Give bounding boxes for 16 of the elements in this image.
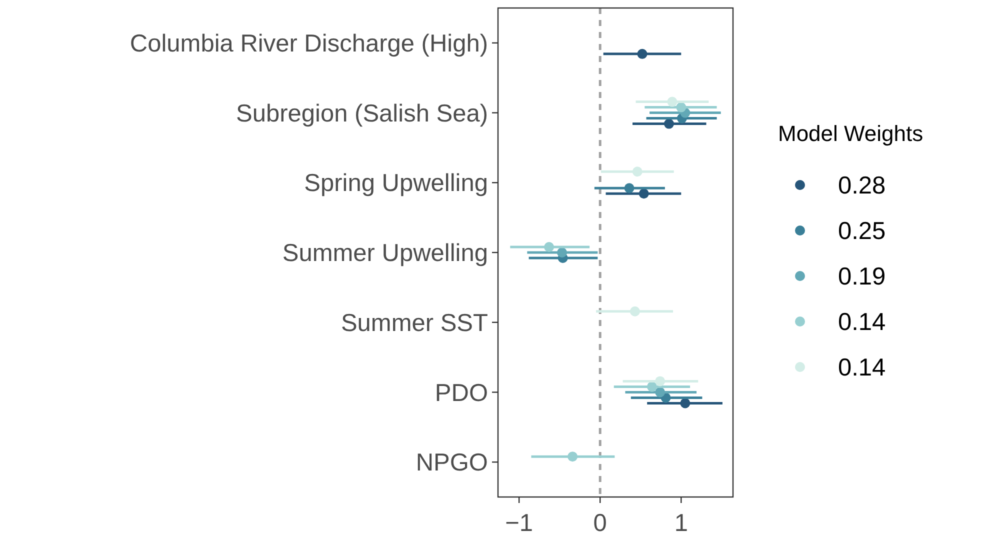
- legend-label: 0.14: [838, 354, 886, 382]
- legend-label: 0.28: [838, 172, 886, 200]
- y-tick-label: PDO: [434, 380, 488, 407]
- y-tick-label: Summer Upwelling: [282, 240, 488, 268]
- x-tick-label: −1: [505, 510, 534, 537]
- y-tick-label: Subregion (Salish Sea): [236, 100, 488, 128]
- y-tick-label: Summer SST: [340, 310, 488, 337]
- legend-label: 0.25: [838, 218, 886, 246]
- legend-label: 0.14: [838, 309, 886, 336]
- legend-title: Model Weights: [778, 121, 924, 146]
- legend-label: 0.19: [838, 264, 886, 291]
- x-tick-label: 1: [674, 510, 688, 537]
- y-tick-label: Spring Upwelling: [304, 170, 488, 198]
- y-tick-label: Columbia River Discharge (High): [130, 30, 488, 58]
- y-tick-label: NPGO: [416, 450, 488, 477]
- x-tick-label: 0: [593, 510, 607, 537]
